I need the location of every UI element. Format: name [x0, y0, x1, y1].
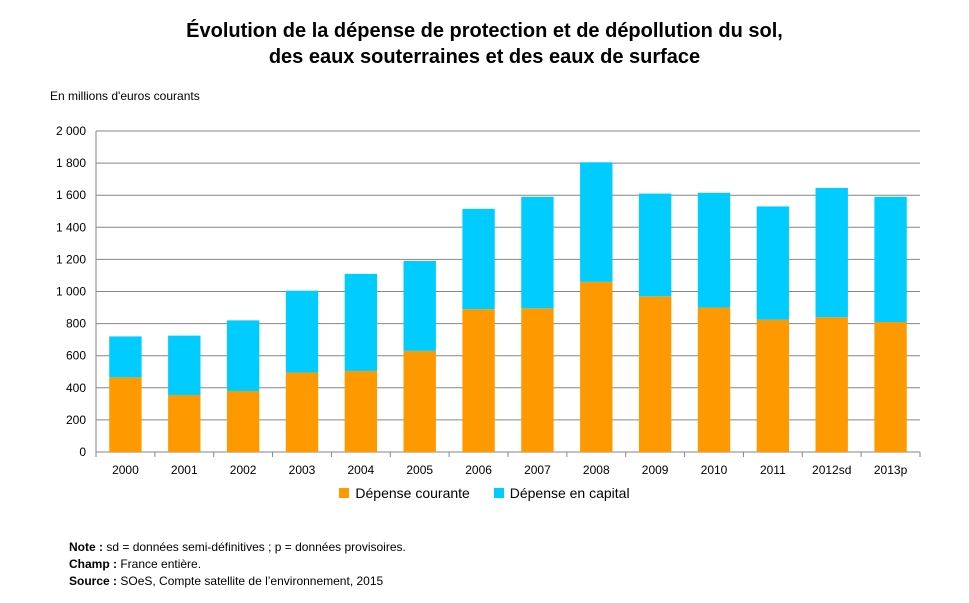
x-tick-label: 2013p	[874, 463, 908, 477]
bar-depense-courante	[874, 321, 907, 452]
bar-depense-capital	[580, 162, 613, 282]
bar-depense-capital	[815, 187, 848, 318]
x-tick-label: 2001	[171, 463, 198, 477]
source-label: Source :	[69, 574, 118, 588]
legend-item-capital: Dépense en capital	[493, 485, 630, 501]
x-tick-label: 2012sd	[812, 463, 851, 477]
bar-depense-capital	[462, 208, 495, 310]
note-label: Note :	[69, 540, 103, 554]
legend-label-capital: Dépense en capital	[509, 485, 630, 501]
bar-depense-courante	[815, 317, 848, 452]
source-text: SOeS, Compte satellite de l’environnemen…	[120, 574, 384, 588]
y-tick-label: 0	[79, 445, 86, 459]
legend-swatch-courante	[339, 488, 350, 498]
x-tick-label: 2000	[112, 463, 139, 477]
bar-depense-courante	[109, 377, 142, 452]
source-line: Source : SOeS, Compte satellite de l’env…	[69, 573, 406, 590]
y-tick-label: 1 800	[56, 156, 86, 170]
legend-swatch-capital	[493, 488, 504, 498]
chart-title-line-2: des eaux souterraines et des eaux de sur…	[268, 46, 701, 68]
bar-depense-capital	[285, 290, 319, 373]
bar-depense-capital	[109, 336, 142, 378]
bar-depense-capital	[226, 320, 260, 392]
bar-depense-capital	[521, 196, 554, 309]
bar-depense-courante	[697, 307, 731, 452]
bar-depense-courante	[756, 319, 790, 452]
bar-depense-courante	[226, 391, 260, 452]
bar-depense-capital	[638, 193, 672, 297]
chart-title: Évolution de la dépense de protection et…	[0, 18, 969, 70]
y-tick-label: 800	[66, 317, 86, 331]
y-tick-label: 1 400	[56, 220, 86, 234]
y-tick-label: 600	[66, 349, 86, 363]
x-tick-label: 2005	[406, 463, 433, 477]
bar-depense-capital	[168, 335, 201, 396]
bar-depense-courante	[344, 370, 378, 452]
chart-title-line-1: Évolution de la dépense de protection et…	[186, 20, 783, 42]
x-tick-label: 2007	[524, 463, 551, 477]
bar-depense-courante	[521, 308, 554, 452]
x-tick-label: 2006	[465, 463, 492, 477]
champ-text: France entière.	[120, 557, 202, 571]
x-tick-label: 2004	[348, 463, 375, 477]
y-axis-unit-label: En millions d'euros courants	[50, 89, 200, 103]
y-tick-label: 1 000	[56, 285, 86, 299]
legend-item-courante: Dépense courante	[339, 485, 470, 501]
y-tick-label: 1 200	[56, 252, 86, 266]
y-tick-label: 400	[66, 381, 86, 395]
bar-depense-capital	[344, 273, 378, 371]
legend: Dépense courante Dépense en capital	[0, 485, 969, 501]
bar-depense-capital	[874, 196, 907, 322]
bar-depense-courante	[285, 372, 319, 452]
note-line: Note : sd = données semi-définitives ; p…	[69, 539, 406, 556]
bar-depense-courante	[580, 281, 613, 452]
champ-line: Champ : France entière.	[69, 556, 406, 573]
y-tick-label: 2 000	[56, 124, 86, 138]
chart-notes: Note : sd = données semi-définitives ; p…	[69, 539, 406, 590]
y-tick-label: 200	[66, 413, 86, 427]
bar-depense-capital	[756, 206, 790, 320]
bar-depense-courante	[168, 395, 201, 452]
x-tick-label: 2003	[289, 463, 316, 477]
champ-label: Champ :	[69, 557, 117, 571]
x-tick-label: 2009	[642, 463, 669, 477]
bar-depense-courante	[638, 296, 672, 452]
x-tick-label: 2002	[230, 463, 257, 477]
x-tick-label: 2008	[583, 463, 610, 477]
x-tick-label: 2011	[760, 463, 786, 477]
note-text: sd = données semi-définitives ; p = donn…	[106, 540, 406, 554]
bar-depense-capital	[697, 192, 731, 308]
bar-depense-courante	[403, 350, 436, 452]
x-tick-label: 2010	[701, 463, 728, 477]
bar-depense-capital	[403, 261, 436, 351]
y-tick-label: 1 600	[56, 188, 86, 202]
bar-depense-courante	[462, 309, 495, 452]
legend-label-courante: Dépense courante	[355, 485, 470, 501]
